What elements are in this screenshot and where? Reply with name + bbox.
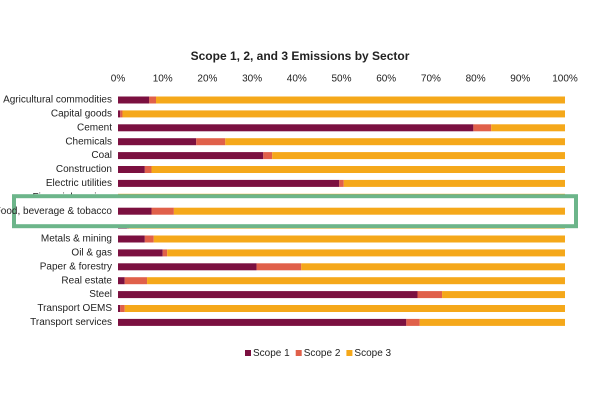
x-tick-label: 70% [421, 74, 441, 85]
legend-swatch [346, 350, 353, 356]
bar-segment [153, 235, 565, 243]
bar-segment [124, 277, 148, 285]
x-tick-label: 10% [153, 74, 173, 85]
bar-segment [118, 179, 340, 187]
bar-segment [155, 96, 565, 104]
bar-segment [118, 305, 121, 312]
legend-swatch [295, 350, 302, 356]
bar-segment [417, 291, 443, 299]
y-tick-label: Coal [91, 150, 112, 161]
bar-segment [120, 110, 123, 118]
bar-segment [263, 152, 273, 160]
x-tick-label: 100% [552, 74, 578, 85]
legend-label: Scope 3 [354, 348, 391, 359]
bar-segment [118, 166, 145, 173]
y-tick-label: Transport OEMS [37, 303, 112, 314]
bar-segment [122, 110, 565, 118]
bar-segment [120, 305, 125, 312]
bar-segment [473, 124, 492, 132]
bar-segment [144, 166, 152, 173]
bar-segment [124, 305, 565, 312]
bar-segment [272, 152, 565, 160]
bar-segment [118, 249, 163, 257]
y-tick-label: Cement [77, 122, 112, 133]
y-tick-label: Agricultural commodities [3, 95, 112, 106]
y-tick-label: Transport services [30, 317, 112, 328]
bar-segment [301, 263, 565, 271]
y-tick-label: Steel [89, 289, 112, 300]
bar-segment [343, 179, 565, 187]
legend-label: Scope 2 [304, 348, 341, 359]
bar-segment [118, 291, 418, 299]
chart-title: Scope 1, 2, and 3 Emissions by Sector [191, 49, 410, 63]
bar-segment [225, 138, 565, 146]
x-tick-label: 50% [331, 74, 351, 85]
bar-segment [406, 318, 420, 326]
y-tick-label: Metals & mining [41, 234, 112, 245]
bar-segment [196, 138, 226, 146]
bar-segment [118, 152, 264, 160]
y-tick-label: Electric utilities [46, 178, 112, 189]
y-tick-label: Food, beverage & tobacco [0, 206, 112, 217]
bar-segment [173, 207, 565, 215]
y-tick-label: Real estate [61, 275, 112, 286]
x-tick-label: 40% [287, 74, 307, 85]
bar-segment [118, 124, 474, 132]
y-tick-label: Oil & gas [71, 248, 112, 259]
x-tick-label: 0% [111, 74, 126, 85]
x-tick-label: 80% [466, 74, 486, 85]
bar-segment [118, 138, 197, 146]
x-tick-label: 60% [376, 74, 396, 85]
x-tick-label: 90% [510, 74, 530, 85]
bar-segment [442, 291, 565, 299]
y-tick-label: Capital goods [51, 109, 112, 120]
y-tick-label: Construction [56, 164, 112, 175]
bar-segment [162, 249, 168, 257]
x-tick-label: 30% [242, 74, 262, 85]
bar-segment [167, 249, 566, 257]
bar-segment [491, 124, 565, 132]
bar-segment [151, 166, 565, 173]
bar-segment [118, 318, 407, 326]
bar-segment [118, 263, 257, 271]
legend-swatch [245, 350, 251, 356]
bar-segment [339, 179, 344, 187]
y-tick-label: Paper & forestry [40, 261, 112, 272]
bar-segment [118, 277, 125, 285]
legend-label: Scope 1 [253, 348, 290, 359]
y-tick-label: Chemicals [65, 136, 112, 147]
bar-segment [118, 110, 121, 118]
bar-segment [144, 235, 154, 243]
bar-segment [419, 318, 565, 326]
x-tick-label: 20% [197, 74, 217, 85]
bar-segment [256, 263, 302, 271]
bar-segment [118, 235, 145, 243]
bar-segment [118, 207, 152, 215]
bar-segment [147, 277, 565, 285]
bar-segment [151, 207, 174, 215]
bar-segment [149, 96, 156, 104]
bar-segment [118, 96, 150, 104]
